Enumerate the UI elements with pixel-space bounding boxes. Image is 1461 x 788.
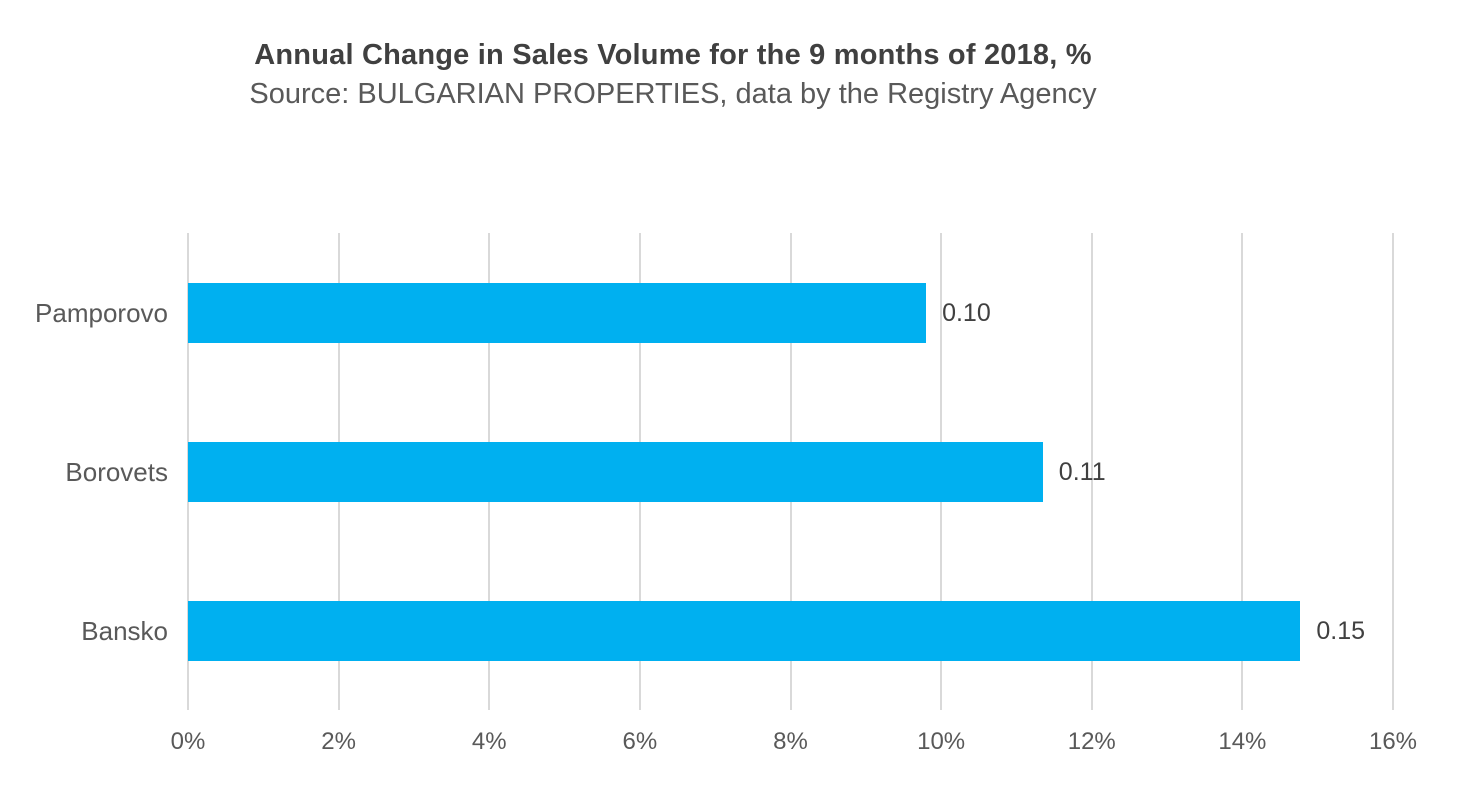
bar-value-label: 0.10 [942, 298, 991, 327]
gridline [1241, 233, 1244, 710]
category-label: Borovets [65, 456, 168, 487]
chart-subtitle: Source: BULGARIAN PROPERTIES, data by th… [249, 78, 1097, 110]
x-tick-label: 14% [1218, 728, 1267, 755]
bar-borovets [188, 441, 1043, 502]
x-tick-label: 0% [170, 728, 206, 755]
x-tick-label: 12% [1067, 728, 1116, 755]
x-tick-label: 4% [471, 728, 507, 755]
title-block: Annual Change in Sales Volume for the 9 … [0, 36, 1346, 114]
bar-pamporovo [188, 282, 927, 343]
category-label: Bansko [81, 615, 168, 646]
plot-area [187, 233, 1394, 710]
x-tick-label: 8% [773, 728, 808, 755]
bar-value-label: 0.15 [1316, 616, 1366, 645]
x-tick-label: 6% [622, 728, 658, 755]
gridline [1090, 233, 1093, 710]
chart-title: Annual Change in Sales Volume for the 9 … [254, 39, 1092, 71]
x-tick-label: 10% [917, 728, 966, 755]
x-tick-label: 16% [1368, 728, 1418, 755]
bar-value-label: 0.11 [1058, 457, 1106, 486]
gridline [1392, 233, 1394, 710]
x-tick-label: 2% [321, 728, 356, 755]
category-label: Pamporovo [35, 297, 168, 328]
bar-bansko [188, 600, 1301, 661]
